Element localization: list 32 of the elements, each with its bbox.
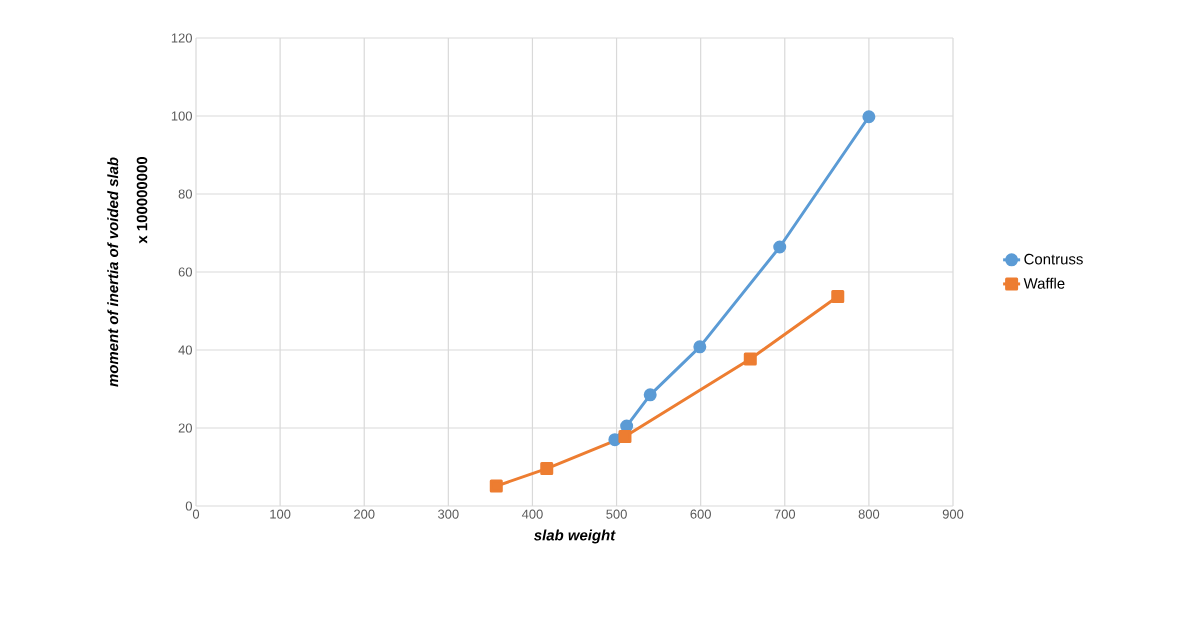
point	[620, 419, 634, 433]
x-tick-label: 200	[354, 509, 375, 519]
x-tick-label: 800	[858, 509, 880, 519]
y-axis-title: moment of inertia of voided slab	[107, 157, 119, 387]
point	[862, 110, 876, 124]
y-tick-label: 120	[171, 33, 192, 43]
y-tick-label: 0	[185, 501, 192, 511]
point	[643, 388, 657, 402]
point	[743, 352, 757, 366]
x-tick-label: 400	[521, 509, 543, 519]
point	[618, 430, 632, 444]
point	[831, 290, 845, 304]
point	[693, 340, 707, 354]
legend-label: Contruss	[1024, 253, 1083, 265]
y-tick-label: 100	[171, 111, 192, 121]
x-tick-label: 500	[606, 509, 627, 519]
point	[489, 479, 503, 493]
x-axis-title: slab weight	[533, 529, 616, 544]
point	[540, 462, 554, 476]
legend-label: Waffle	[1023, 277, 1065, 289]
point	[773, 240, 787, 254]
y-tick-label: 20	[178, 423, 192, 433]
x-tick-label: 900	[942, 509, 964, 519]
x-tick-label: 600	[690, 509, 711, 519]
y-tick-label: 40	[178, 345, 192, 355]
x-tick-label: 300	[438, 509, 459, 519]
x-tick-label: 0	[192, 509, 200, 519]
x-tick-label: 100	[270, 509, 291, 519]
y-tick-label: 80	[178, 189, 192, 199]
x-tick-label: 700	[774, 509, 796, 519]
y-tick-label: 60	[178, 267, 192, 277]
text: x 100000000	[136, 157, 148, 244]
